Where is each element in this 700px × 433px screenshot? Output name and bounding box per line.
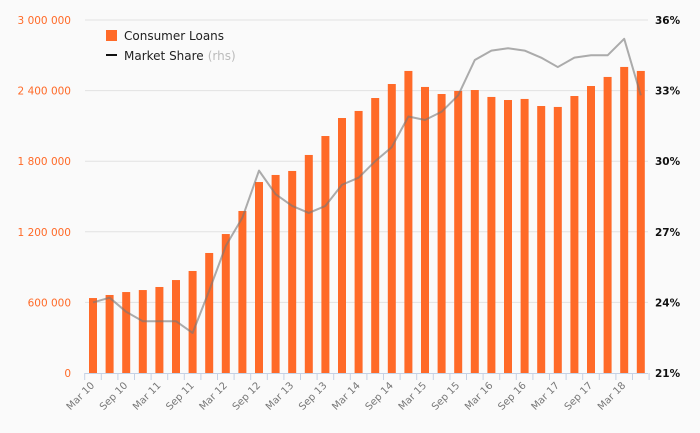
legend-label-market-share: Market Share (rhs) <box>124 49 236 63</box>
bar-sep-13 <box>321 136 330 373</box>
x-tick-label: Mar 18 <box>596 380 628 412</box>
x-tick-label: Mar 10 <box>65 380 97 412</box>
bar-jun-15 <box>437 94 446 374</box>
x-tick-label: Mar 14 <box>330 380 362 412</box>
bar-mar-13 <box>288 170 297 373</box>
bar-dec-11 <box>205 252 214 373</box>
y-right-tick-label: 21% <box>655 368 681 380</box>
x-tick-label: Sep 16 <box>496 380 528 412</box>
y-left-tick-label: 600 000 <box>28 297 71 309</box>
x-tick-label: Sep 14 <box>364 380 396 412</box>
bar-dec-17 <box>603 76 612 373</box>
market-share-line <box>92 37 642 334</box>
bar-jun-11 <box>172 280 180 373</box>
legend-label-consumer-loans: Consumer Loans <box>124 29 224 43</box>
legend: Consumer Loans Market Share (rhs) <box>106 29 236 63</box>
y-right-tick-label: 27% <box>655 227 681 239</box>
x-tick-label: Mar 17 <box>530 380 562 412</box>
legend-rhs-note: (rhs) <box>208 49 236 63</box>
bar-jun-12 <box>238 210 247 373</box>
bar-sep-17 <box>587 86 595 374</box>
bar-sep-12 <box>255 182 263 373</box>
bar-mar-10 <box>89 298 97 373</box>
bar-mar-16 <box>487 96 496 373</box>
bar-mar-11 <box>155 286 164 373</box>
bar-sep-16 <box>520 98 529 373</box>
y-left-tick-label: 1 200 000 <box>18 227 71 239</box>
y-right-tick-label: 30% <box>655 156 681 168</box>
bar-sep-14 <box>387 84 396 373</box>
bar-sep-10 <box>122 292 131 373</box>
x-tick-label: Sep 12 <box>231 380 263 412</box>
bar-dec-14 <box>404 70 413 373</box>
x-tick-label: Mar 15 <box>397 380 429 412</box>
y-left-tick-label: 2 400 000 <box>18 86 71 98</box>
bar-sep-15 <box>454 90 463 373</box>
bar-series-consumer-loans <box>89 66 645 374</box>
line-series-market-share <box>92 37 642 334</box>
bar-mar-15 <box>421 86 429 373</box>
bar-sep-11 <box>188 270 197 373</box>
x-tick-label: Sep 15 <box>430 380 462 412</box>
y-right-tick-label: 33% <box>655 86 681 98</box>
x-tick-label: Mar 16 <box>463 380 495 412</box>
x-tick-label: Mar 13 <box>264 380 296 412</box>
bar-jun-17 <box>570 96 579 373</box>
bar-mar-18 <box>620 66 629 373</box>
x-tick-label: Sep 13 <box>297 380 329 412</box>
bar-jun-13 <box>304 154 313 373</box>
bar-mar-12 <box>221 234 230 373</box>
bar-dec-10 <box>138 290 147 373</box>
bar-dec-15 <box>470 90 479 374</box>
x-tick-label: Mar 11 <box>131 380 163 412</box>
bar-dec-13 <box>338 118 346 374</box>
y-left-tick-label: 1 800 000 <box>18 156 71 168</box>
bar-jun-10 <box>105 294 114 373</box>
bar-mar-14 <box>354 110 363 374</box>
bar-dec-12 <box>271 174 280 373</box>
y-right-tick-label: 36% <box>655 15 681 27</box>
legend-swatch-market-share <box>106 54 117 56</box>
bar-jun-18 <box>636 70 645 373</box>
x-tick-label: Sep 17 <box>563 380 595 412</box>
y-left-tick-label: 0 <box>64 368 71 380</box>
bar-dec-16 <box>537 106 546 373</box>
axes: 0 600 000 1 200 000 1 800 000 2 400 000 3 000… <box>18 15 681 413</box>
y-left-tick-label: 3 000 000 <box>18 15 71 27</box>
legend-swatch-consumer-loans <box>106 30 117 41</box>
x-tick-label: Mar 12 <box>198 380 230 412</box>
x-tick-label: Sep 11 <box>164 380 196 412</box>
bar-jun-16 <box>504 100 512 373</box>
bar-mar-17 <box>553 106 562 374</box>
x-tick-label: Sep 10 <box>98 380 130 412</box>
legend-market-share-text: Market Share <box>124 49 204 63</box>
y-right-tick-label: 24% <box>655 297 681 309</box>
bar-jun-14 <box>371 98 380 373</box>
